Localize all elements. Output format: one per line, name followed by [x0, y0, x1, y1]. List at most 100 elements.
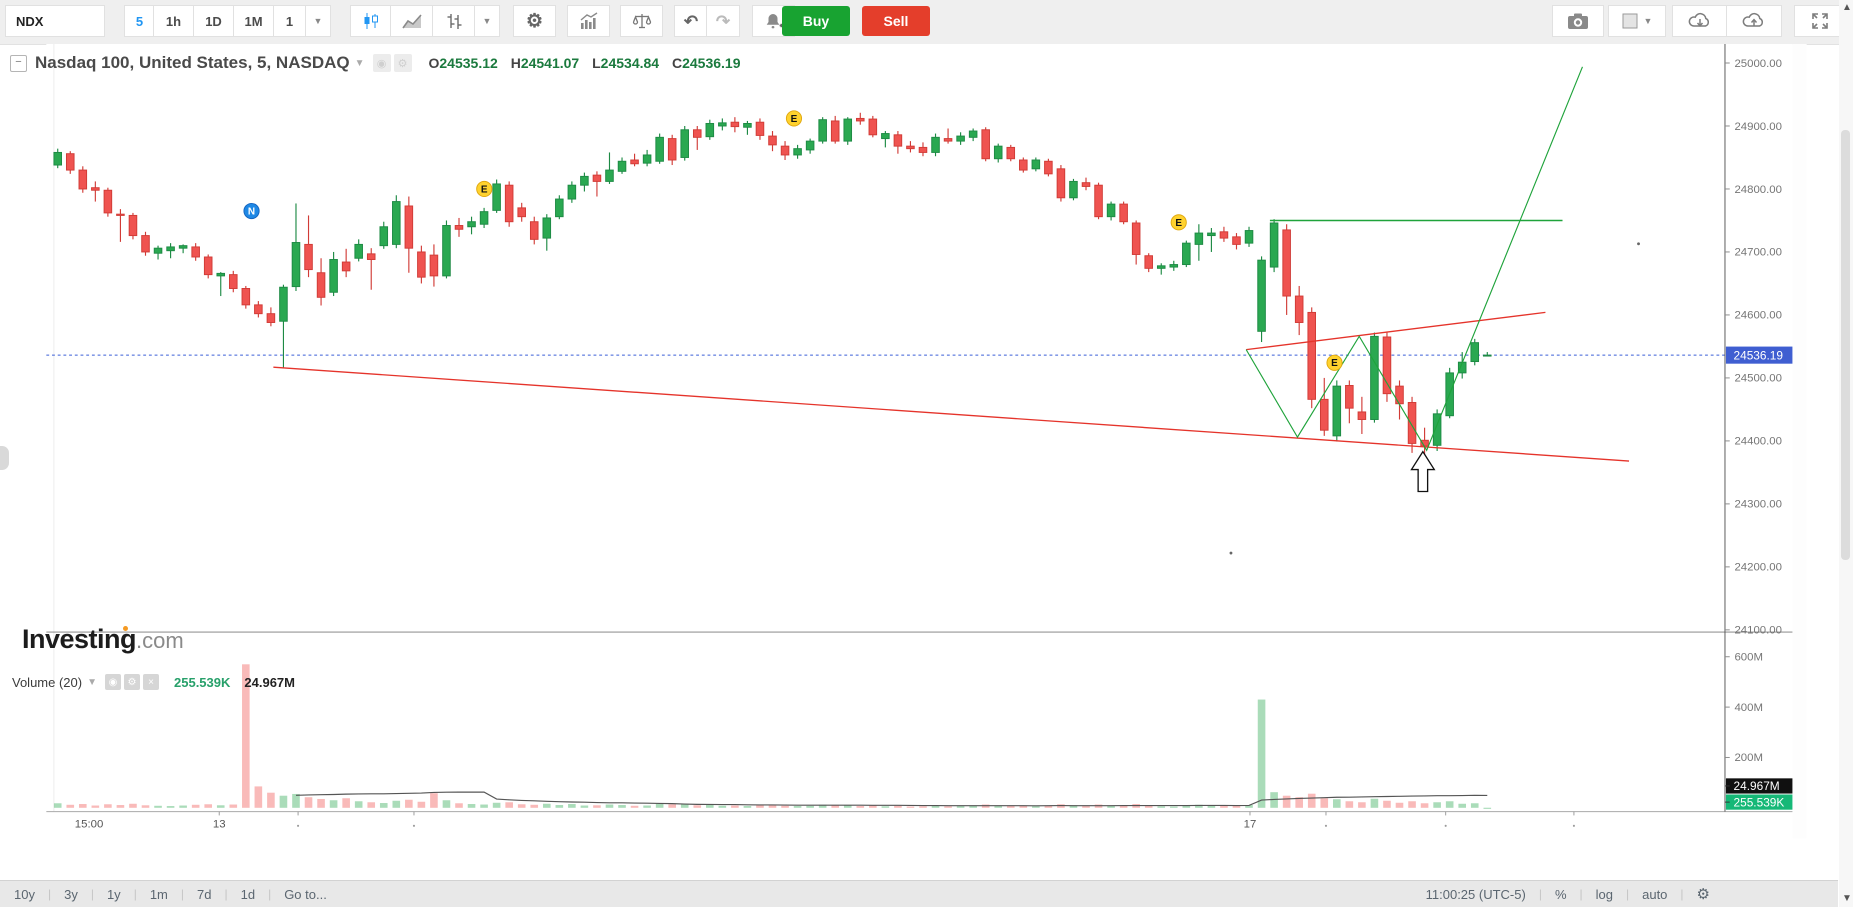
timeframe-dropdown[interactable]: ▼	[305, 5, 331, 37]
layout-square-icon	[1622, 13, 1638, 29]
timeframe-label: 1h	[165, 13, 182, 29]
range-1m-button[interactable]: 1m	[149, 886, 168, 902]
undo-icon: ↶	[683, 11, 699, 31]
cloud-download-icon	[1688, 12, 1710, 27]
volume-axis-label: 600M	[1734, 652, 1763, 664]
volume-bars	[53, 664, 1492, 809]
open-value: 24535.12	[439, 55, 498, 71]
arrow-annotation	[1410, 450, 1436, 493]
separator: |	[133, 887, 137, 901]
earnings-badge[interactable]	[476, 180, 493, 198]
top-toolbar: NDX 5 1h 1D 1M 1 ▼ ▼ ⚙ ↶ ↷ Buy Sell	[0, 0, 1853, 45]
timeframe-1d-button[interactable]: 1D	[193, 5, 234, 37]
watermark-com: .com	[136, 628, 184, 653]
axes: 25000.00 24900.00 24800.00 24700.00 24600.00…	[46, 44, 1793, 813]
page-scrollbar[interactable]: ▲ ▼	[1839, 0, 1853, 907]
svg-text:24.967M: 24.967M	[1734, 779, 1780, 793]
chart-settings-button[interactable]: ⚙	[513, 5, 556, 37]
time-axis-label: 15:00	[75, 819, 104, 831]
price-axis-label: 24700.00	[1734, 247, 1782, 259]
price-axis-label: 25000.00	[1734, 58, 1782, 70]
eye-icon[interactable]: ◉	[105, 674, 121, 690]
drawing-annotations	[273, 66, 1640, 555]
range-3y-button[interactable]: 3y	[64, 886, 78, 902]
timeframe-label: 5	[135, 13, 144, 29]
bottom-toolbar: 10y | 3y | 1y | 1m | 7d | 1d | Go to... 11:00:…	[0, 880, 1838, 907]
indicators-button[interactable]	[567, 5, 610, 37]
last-price-badge: 24536.19 24.967M 255.539K	[1724, 346, 1793, 810]
range-10y-button[interactable]: 10y	[14, 886, 35, 902]
earnings-badge[interactable]	[785, 110, 803, 127]
chart-canvas[interactable]: N E E E E 25000.00 24900.00 24800.00 24700.00 246…	[0, 44, 1853, 880]
svg-text:N: N	[248, 206, 255, 217]
volume-indicator-title[interactable]: Volume (20)	[12, 674, 83, 690]
candlestick-style-button[interactable]	[350, 5, 392, 37]
scrollbar-thumb[interactable]	[1841, 130, 1850, 560]
timeframe-1-button[interactable]: 1	[273, 5, 306, 37]
area-style-button[interactable]	[390, 5, 433, 37]
goto-date-button[interactable]: Go to...	[284, 886, 327, 902]
earnings-badge[interactable]	[1170, 214, 1187, 231]
clock-label[interactable]: 11:00:25 (UTC-5)	[1425, 886, 1526, 902]
chevron-down-icon[interactable]: ▼	[354, 57, 365, 69]
symbol-search-input[interactable]: NDX	[5, 5, 105, 37]
collapse-pane-icon[interactable]: −	[10, 54, 27, 72]
svg-text:E: E	[791, 114, 798, 125]
fullscreen-icon	[1812, 13, 1828, 29]
volume-axis-label: 200M	[1734, 752, 1763, 764]
axis-settings-gear-icon[interactable]: ⚙	[1696, 886, 1710, 903]
eye-icon[interactable]: ◉	[372, 54, 391, 72]
load-layout-button[interactable]	[1672, 5, 1728, 37]
ohlc-bars-icon	[447, 14, 461, 29]
svg-text:E: E	[481, 184, 488, 195]
instrument-title[interactable]: Nasdaq 100, United States, 5, NASDAQ	[35, 53, 350, 72]
up-arrow-annotation[interactable]	[1410, 450, 1436, 493]
redo-button[interactable]: ↷	[706, 5, 740, 37]
timeframe-1h-button[interactable]: 1h	[153, 5, 194, 37]
range-7d-button[interactable]: 7d	[197, 886, 212, 902]
separator: |	[268, 887, 272, 901]
range-1y-button[interactable]: 1y	[106, 886, 121, 902]
style-dropdown[interactable]: ▼	[474, 5, 500, 37]
gear-icon[interactable]: ⚙	[124, 674, 140, 690]
volume-ma-line	[295, 791, 1488, 807]
compare-button[interactable]	[620, 5, 663, 37]
snapshot-button[interactable]	[1552, 5, 1604, 37]
watermark-main: Investing	[22, 624, 137, 654]
separator: |	[224, 887, 228, 901]
save-layout-button[interactable]	[1726, 5, 1782, 37]
layout-template-button[interactable]: ▼	[1608, 5, 1666, 37]
auto-scale-button[interactable]: auto	[1642, 886, 1668, 902]
drawing-toolbar-handle[interactable]	[0, 446, 9, 470]
volume-axis-label: 400M	[1734, 702, 1763, 714]
range-1d-button[interactable]: 1d	[240, 886, 256, 902]
scroll-up-icon[interactable]: ▲	[1842, 2, 1852, 13]
high-value: 24541.07	[520, 55, 580, 71]
price-axis-label: 24800.00	[1734, 184, 1782, 196]
scroll-down-icon[interactable]: ▼	[1842, 893, 1852, 904]
log-scale-button[interactable]: log	[1595, 886, 1613, 902]
undo-button[interactable]: ↶	[674, 5, 708, 37]
gear-icon[interactable]: ⚙	[393, 54, 412, 72]
price-axis-label: 24100.00	[1734, 625, 1782, 637]
svg-text:E: E	[1331, 358, 1338, 369]
time-axis-label: 17	[1244, 819, 1257, 831]
news-badge[interactable]	[243, 202, 260, 220]
close-icon[interactable]: ×	[143, 674, 159, 690]
percent-scale-button[interactable]: %	[1554, 886, 1567, 902]
ohlc-values: O24535.12 H24541.07 L24534.84 C24536.19	[428, 55, 741, 71]
earnings-badge[interactable]	[1326, 354, 1343, 371]
chevron-down-icon[interactable]: ▼	[87, 676, 97, 688]
price-axis-label: 24400.00	[1734, 436, 1782, 448]
timeframe-5m-button[interactable]: 5	[124, 5, 155, 37]
candles	[53, 112, 1492, 457]
separator: |	[1538, 887, 1542, 901]
sell-button[interactable]: Sell	[862, 6, 930, 36]
bars-style-button[interactable]	[432, 5, 475, 37]
timeframe-1mo-button[interactable]: 1M	[233, 5, 274, 37]
volume-ma-value: 24.967M	[244, 674, 295, 690]
chevron-down-icon: ▼	[482, 16, 492, 26]
separator: |	[1625, 887, 1630, 901]
camera-icon	[1568, 13, 1588, 29]
buy-button[interactable]: Buy	[782, 6, 850, 36]
